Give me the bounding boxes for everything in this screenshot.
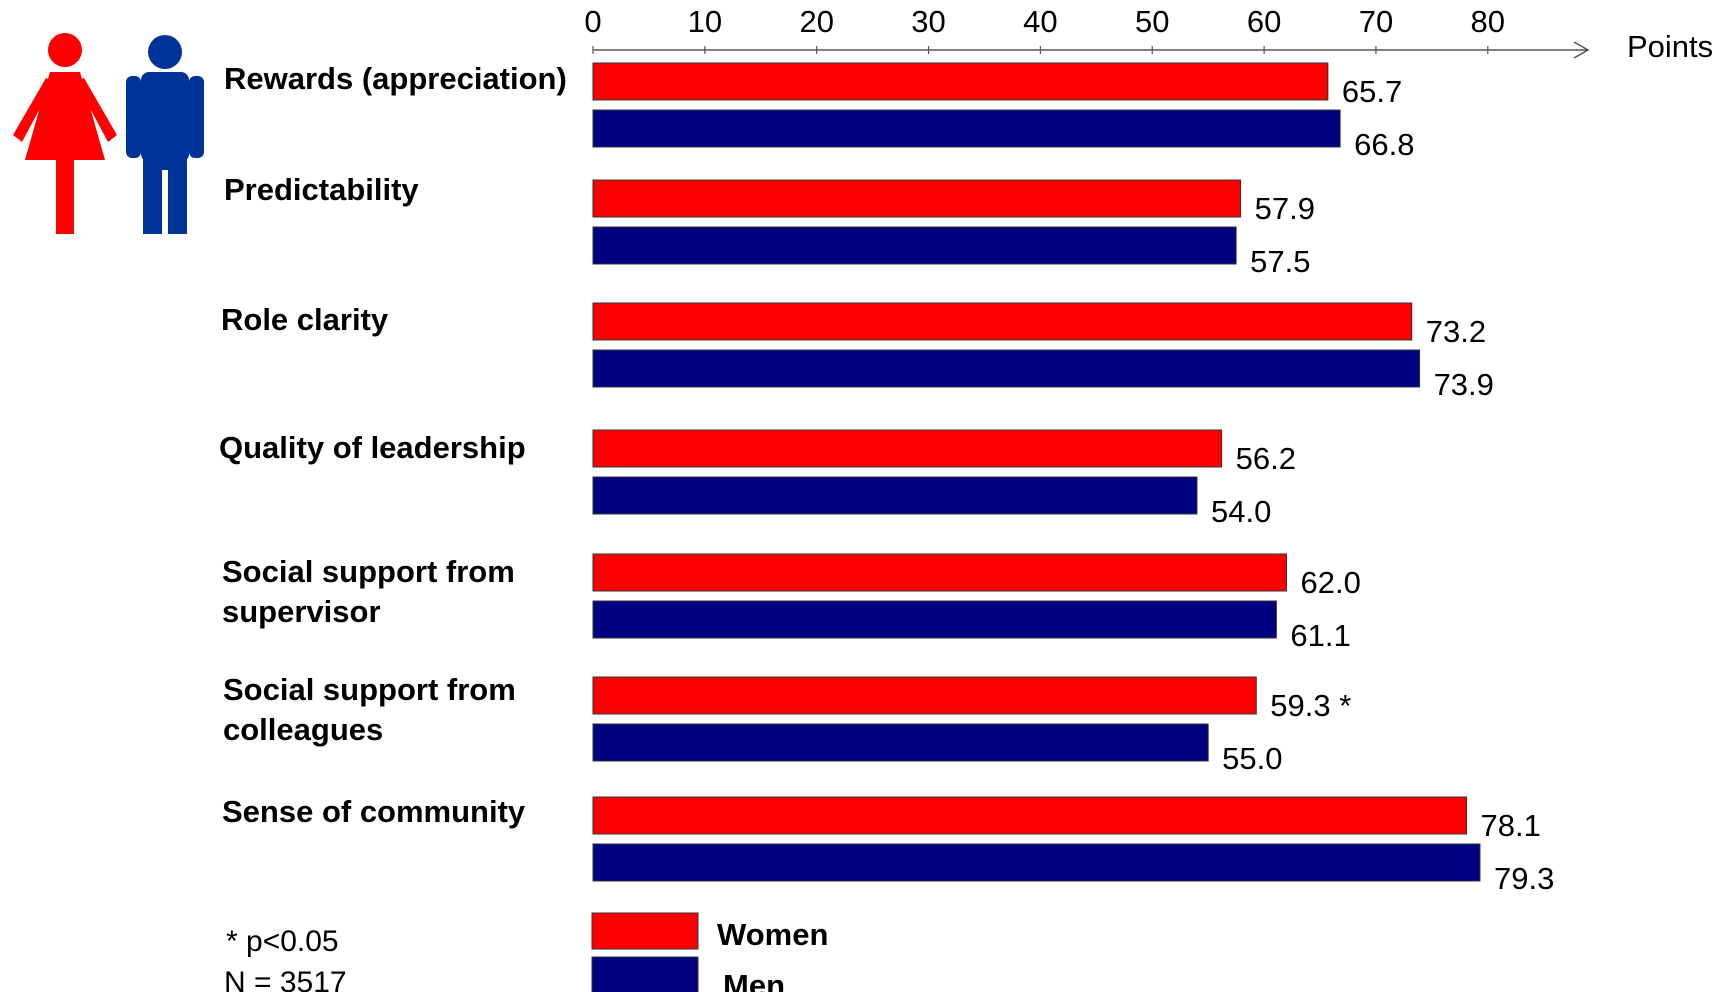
x-tick-label: 30 (911, 4, 945, 39)
value-label-women: 78.1 (1481, 808, 1541, 843)
value-label-men: 54.0 (1211, 494, 1271, 529)
bar-men (592, 723, 1209, 762)
value-label-women: 73.2 (1426, 314, 1486, 349)
bars (592, 62, 1481, 882)
bar-women (592, 62, 1329, 101)
legend-swatch-men (591, 956, 699, 992)
bar-women (592, 553, 1287, 592)
category-label: Social support from (223, 672, 516, 707)
value-label-men: 57.5 (1250, 244, 1310, 279)
category-label: Role clarity (221, 302, 389, 337)
x-tick-label: 40 (1023, 4, 1057, 39)
x-axis: 0 10 20 30 40 50 60 70 80 Points (584, 4, 1713, 64)
value-label-men: 73.9 (1434, 367, 1494, 402)
bar-men (592, 109, 1341, 148)
legend: Women Men (591, 912, 828, 992)
x-axis-arrow (1573, 41, 1590, 59)
significance-note: * p<0.05 (226, 925, 339, 958)
bar-men (592, 600, 1277, 639)
x-tick-label: 60 (1247, 4, 1281, 39)
legend-label-men: Men (723, 968, 785, 992)
legend-label-women: Women (717, 917, 828, 952)
x-tick-label: 20 (799, 4, 833, 39)
value-label-men: 66.8 (1354, 127, 1414, 162)
category-label: Social support from (222, 554, 515, 589)
value-label-women: 65.7 (1342, 74, 1402, 109)
bar-men (592, 843, 1481, 882)
woman-icon (13, 33, 117, 234)
x-tick-label: 10 (688, 4, 722, 39)
value-label-men: 55.0 (1222, 741, 1282, 776)
value-label-men: 61.1 (1290, 618, 1350, 653)
category-label: Sense of community (222, 794, 526, 829)
x-tick-label: 0 (584, 4, 601, 39)
category-label: supervisor (222, 594, 381, 629)
category-label: colleagues (223, 712, 383, 747)
category-labels: Rewards (appreciation) Predictability Role… (219, 61, 567, 829)
legend-swatch-women (591, 912, 699, 950)
category-label: Rewards (appreciation) (224, 61, 567, 96)
bar-women (592, 676, 1257, 715)
x-tick-label: 80 (1471, 4, 1505, 39)
value-labels: 65.7 66.8 57.9 57.5 73.2 73.9 56.2 54.0 62.0 61.1… (1211, 74, 1554, 896)
value-label-women: 59.3 * (1270, 688, 1351, 723)
sample-size-note: N = 3517 (224, 966, 347, 992)
bar-men (592, 349, 1421, 388)
value-label-men: 79.3 (1494, 861, 1554, 896)
bar-women (592, 796, 1468, 835)
x-tick-label: 50 (1135, 4, 1169, 39)
value-label-women: 57.9 (1255, 191, 1315, 226)
category-label: Predictability (224, 172, 419, 207)
value-label-women: 62.0 (1300, 565, 1360, 600)
man-legs-gap (162, 170, 168, 234)
category-label: Quality of leadership (219, 430, 526, 465)
bar-women (592, 179, 1242, 218)
x-tick-label: 70 (1359, 4, 1393, 39)
bar-men (592, 226, 1237, 265)
bar-women (592, 302, 1413, 341)
x-axis-label: Points (1627, 29, 1713, 64)
bar-men (592, 476, 1198, 515)
bar-women (592, 429, 1223, 468)
value-label-women: 56.2 (1236, 441, 1296, 476)
